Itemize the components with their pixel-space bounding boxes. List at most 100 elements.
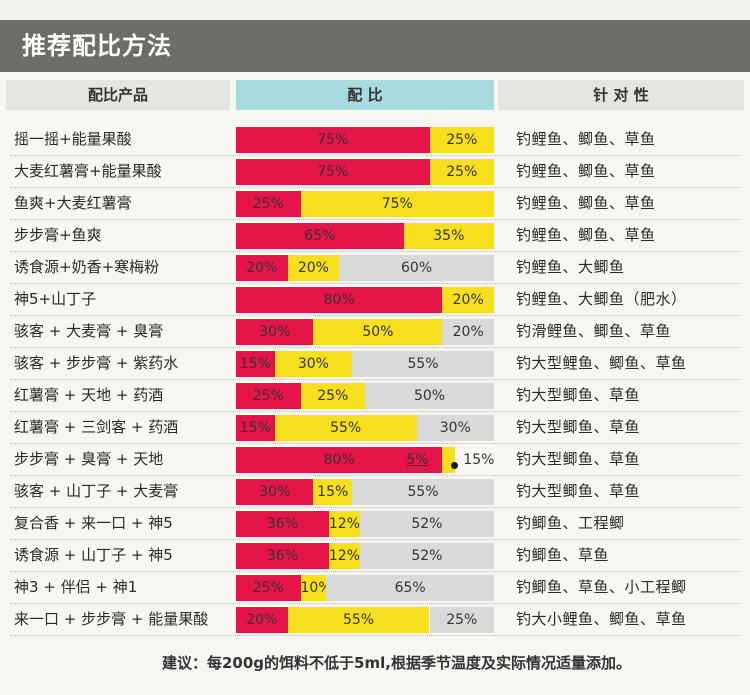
- product-name: 骇客 + 山丁子 + 大麦膏: [14, 482, 179, 500]
- target-fish: 钓鲫鱼、草鱼: [516, 546, 610, 564]
- ratio-segment-yellow: 15%: [313, 479, 353, 505]
- product-name: 神5+山丁子: [14, 290, 97, 308]
- target-fish: 钓滑鲤鱼、鲫鱼、草鱼: [516, 322, 672, 340]
- ratio-segment-red: 36%: [236, 543, 329, 569]
- top-strip: [0, 0, 750, 20]
- header-ratio: 配 比: [236, 80, 494, 110]
- ratio-segment-gray: 25%: [429, 607, 494, 633]
- marker-dot: [451, 462, 459, 469]
- ratio-segment-red: 30%: [236, 479, 314, 505]
- ratio-segment-red: 20%: [236, 255, 288, 281]
- ratio-segment-yellow-fill: [442, 447, 456, 473]
- target-fish: 钓鲤鱼、大鲫鱼: [516, 258, 625, 276]
- ratio-bar: 25% 25% 50%: [236, 383, 494, 409]
- product-name: 步步膏+鱼爽: [14, 226, 102, 244]
- ratio-bar: 80% 20%: [236, 287, 494, 313]
- ratio-segment-red: 25%: [236, 191, 301, 217]
- ratio-segment-yellow: 20%: [287, 255, 340, 281]
- product-name: 摇一摇+能量果酸: [14, 130, 132, 148]
- target-fish: 钓鲫鱼、草鱼、小工程鲫: [516, 578, 687, 596]
- product-name: 红薯膏 + 天地 + 药酒: [14, 386, 164, 404]
- ratio-segment-yellow: 25%: [429, 159, 494, 185]
- product-name: 神3 + 伴侣 + 神1: [14, 578, 138, 596]
- product-name: 来一口 + 步步膏 + 能量果酸: [14, 610, 209, 628]
- ratio-segment-red: 15%: [236, 415, 275, 441]
- ratio-segment-yellow: 12%: [328, 543, 360, 569]
- table-row: 诱食源+奶香+寒梅粉 20% 20% 60% 钓鲤鱼、大鲫鱼: [0, 252, 750, 284]
- ratio-bar: 15% 30% 55%: [236, 351, 494, 377]
- table-row: 神5+山丁子 80% 20% 钓鲤鱼、大鲫鱼（肥水）: [0, 284, 750, 316]
- table-row: 红薯膏 + 天地 + 药酒 25% 25% 50% 钓大型鲫鱼、草鱼: [0, 380, 750, 412]
- ratio-bar: 25% 10% 65%: [236, 575, 494, 601]
- product-name: 复合香 + 来一口 + 神5: [14, 514, 173, 532]
- ratio-bar: 15% 55% 30%: [236, 415, 494, 441]
- ratio-segment-red: 25%: [236, 383, 301, 409]
- ratio-segment-yellow: 25%: [429, 127, 494, 153]
- target-fish: 钓大型鲫鱼、草鱼: [516, 450, 641, 468]
- ratio-segment-gray: 15%: [463, 452, 495, 468]
- table-row: 神3 + 伴侣 + 神1 25% 10% 65% 钓鲫鱼、草鱼、小工程鲫: [0, 572, 750, 604]
- target-fish: 钓大型鲫鱼、草鱼: [516, 386, 641, 404]
- target-fish: 钓大型鲫鱼、草鱼: [516, 418, 641, 436]
- table-row: 骇客 + 步步膏 + 紫药水 15% 30% 55% 钓大型鲤鱼、鲫鱼、草鱼: [0, 348, 750, 380]
- ratio-segment-yellow: 35%: [403, 223, 494, 249]
- ratio-segment-yellow: 25%: [300, 383, 365, 409]
- product-name: 诱食源 + 山丁子 + 神5: [14, 546, 173, 564]
- ratio-segment-red: 75%: [236, 127, 430, 153]
- ratio-bar: 75% 25%: [236, 159, 494, 185]
- table-row: 来一口 + 步步膏 + 能量果酸 20% 55% 25% 钓大小鲤鱼、鲫鱼、草鱼: [0, 604, 750, 636]
- target-fish: 钓鲤鱼、大鲫鱼（肥水）: [516, 290, 687, 308]
- target-fish: 钓鲤鱼、鲫鱼、草鱼: [516, 130, 656, 148]
- ratio-bar: 75% 25%: [236, 127, 494, 153]
- title-banner: 推荐配比方法: [0, 20, 750, 72]
- table-row: 复合香 + 来一口 + 神5 36% 12% 52% 钓鲫鱼、工程鲫: [0, 508, 750, 540]
- ratio-segment-red: 80%: [236, 287, 443, 313]
- target-fish: 钓鲤鱼、鲫鱼、草鱼: [516, 226, 656, 244]
- table-row: 步步膏 + 臭膏 + 天地 80% 5% 15% 钓大型鲫鱼、草鱼: [0, 444, 750, 476]
- ratio-segment-yellow: 5%: [406, 452, 429, 468]
- table-row: 红薯膏 + 三剑客 + 药酒 15% 55% 30% 钓大型鲫鱼、草鱼: [0, 412, 750, 444]
- table-row: 骇客 + 大麦膏 + 臭膏 30% 50% 20% 钓滑鲤鱼、鲫鱼、草鱼: [0, 316, 750, 348]
- ratio-bar: 80% 5% 15%: [236, 447, 494, 473]
- product-name: 骇客 + 步步膏 + 紫药水: [14, 354, 179, 372]
- product-name: 诱食源+奶香+寒梅粉: [14, 258, 160, 276]
- ratio-bar: 30% 15% 55%: [236, 479, 494, 505]
- ratio-segment-red: 15%: [236, 351, 275, 377]
- product-name: 鱼爽+大麦红薯膏: [14, 194, 132, 212]
- header-product: 配比产品: [6, 80, 230, 110]
- ratio-segment-yellow: 50%: [313, 319, 443, 345]
- target-fish: 钓鲫鱼、工程鲫: [516, 514, 625, 532]
- ratio-bar: 36% 12% 52%: [236, 511, 494, 537]
- ratio-segment-gray: 60%: [339, 255, 494, 281]
- table-row: 步步膏+鱼爽 65% 35% 钓鲤鱼、鲫鱼、草鱼: [0, 220, 750, 252]
- ratio-segment-gray: 50%: [365, 383, 494, 409]
- ratio-segment-gray: 65%: [326, 575, 494, 601]
- ratio-segment-yellow: 55%: [274, 415, 417, 441]
- usage-note: 建议：每200g的饵料不低于5ml,根据季节温度及实际情况适量添加。: [162, 654, 631, 672]
- table-row: 大麦红薯膏+能量果酸 75% 25% 钓鲤鱼、鲫鱼、草鱼: [0, 156, 750, 188]
- product-name: 骇客 + 大麦膏 + 臭膏: [14, 322, 164, 340]
- ratio-segment-yellow: 10%: [300, 575, 332, 601]
- table-row: 骇客 + 山丁子 + 大麦膏 30% 15% 55% 钓大型鲫鱼、草鱼: [0, 476, 750, 508]
- table-row: 诱食源 + 山丁子 + 神5 36% 12% 52% 钓鲫鱼、草鱼: [0, 540, 750, 572]
- ratio-segment-yellow: 12%: [328, 511, 360, 537]
- ratio-segment-gray: 55%: [352, 351, 494, 377]
- ratio-segment-gray: 52%: [359, 511, 494, 537]
- ratio-segment-yellow: 20%: [442, 287, 494, 313]
- target-fish: 钓大型鲫鱼、草鱼: [516, 482, 641, 500]
- product-name: 大麦红薯膏+能量果酸: [14, 162, 162, 180]
- ratio-bar: 20% 20% 60%: [236, 255, 494, 281]
- table-row: 摇一摇+能量果酸 75% 25% 钓鲤鱼、鲫鱼、草鱼: [0, 124, 750, 156]
- target-fish: 钓鲤鱼、鲫鱼、草鱼: [516, 162, 656, 180]
- ratio-segment-red: 20%: [236, 607, 288, 633]
- target-fish: 钓大小鲤鱼、鲫鱼、草鱼: [516, 610, 687, 628]
- target-fish: 钓鲤鱼、鲫鱼、草鱼: [516, 194, 656, 212]
- ratio-bar: 30% 50% 20%: [236, 319, 494, 345]
- ratio-segment-gray: 20%: [442, 319, 494, 345]
- ratio-bar: 65% 35%: [236, 223, 494, 249]
- page-title: 推荐配比方法: [22, 32, 172, 60]
- ratio-segment-red: 36%: [236, 511, 329, 537]
- ratio-segment-red: 30%: [236, 319, 314, 345]
- ratio-segment-yellow: 75%: [300, 191, 494, 217]
- ratio-segment-yellow: 30%: [274, 351, 353, 377]
